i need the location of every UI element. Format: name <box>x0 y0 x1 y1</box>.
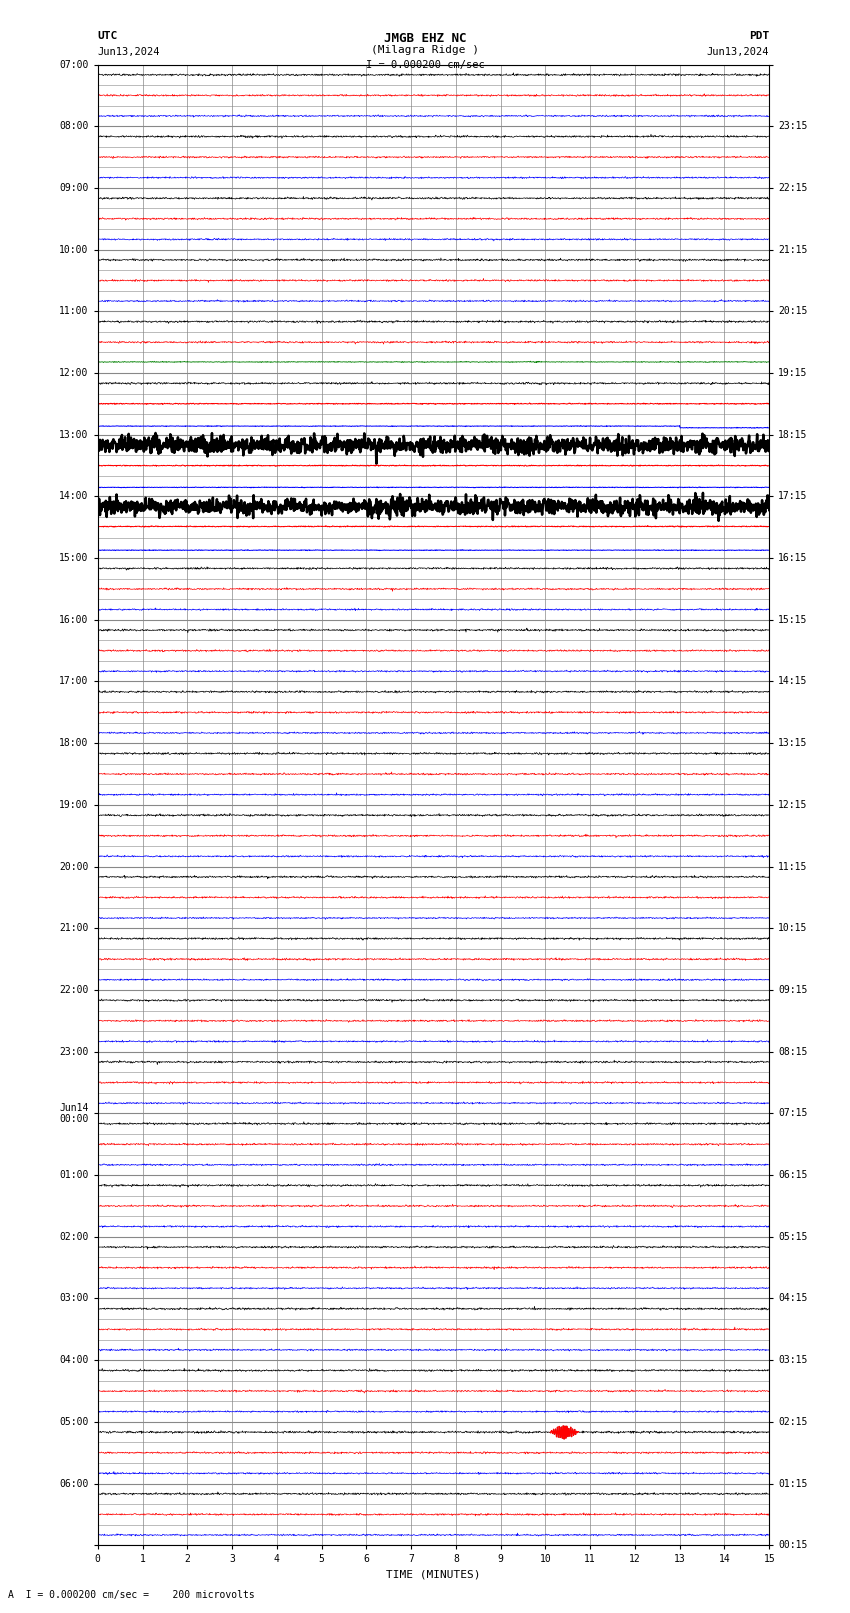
Text: Jun13,2024: Jun13,2024 <box>98 47 161 56</box>
Text: (Milagra Ridge ): (Milagra Ridge ) <box>371 45 479 55</box>
X-axis label: TIME (MINUTES): TIME (MINUTES) <box>386 1569 481 1579</box>
Text: UTC: UTC <box>98 31 118 40</box>
Text: I = 0.000200 cm/sec: I = 0.000200 cm/sec <box>366 60 484 69</box>
Text: PDT: PDT <box>749 31 769 40</box>
Text: A  I = 0.000200 cm/sec =    200 microvolts: A I = 0.000200 cm/sec = 200 microvolts <box>8 1590 255 1600</box>
Text: JMGB EHZ NC: JMGB EHZ NC <box>383 32 467 45</box>
Text: Jun13,2024: Jun13,2024 <box>706 47 769 56</box>
